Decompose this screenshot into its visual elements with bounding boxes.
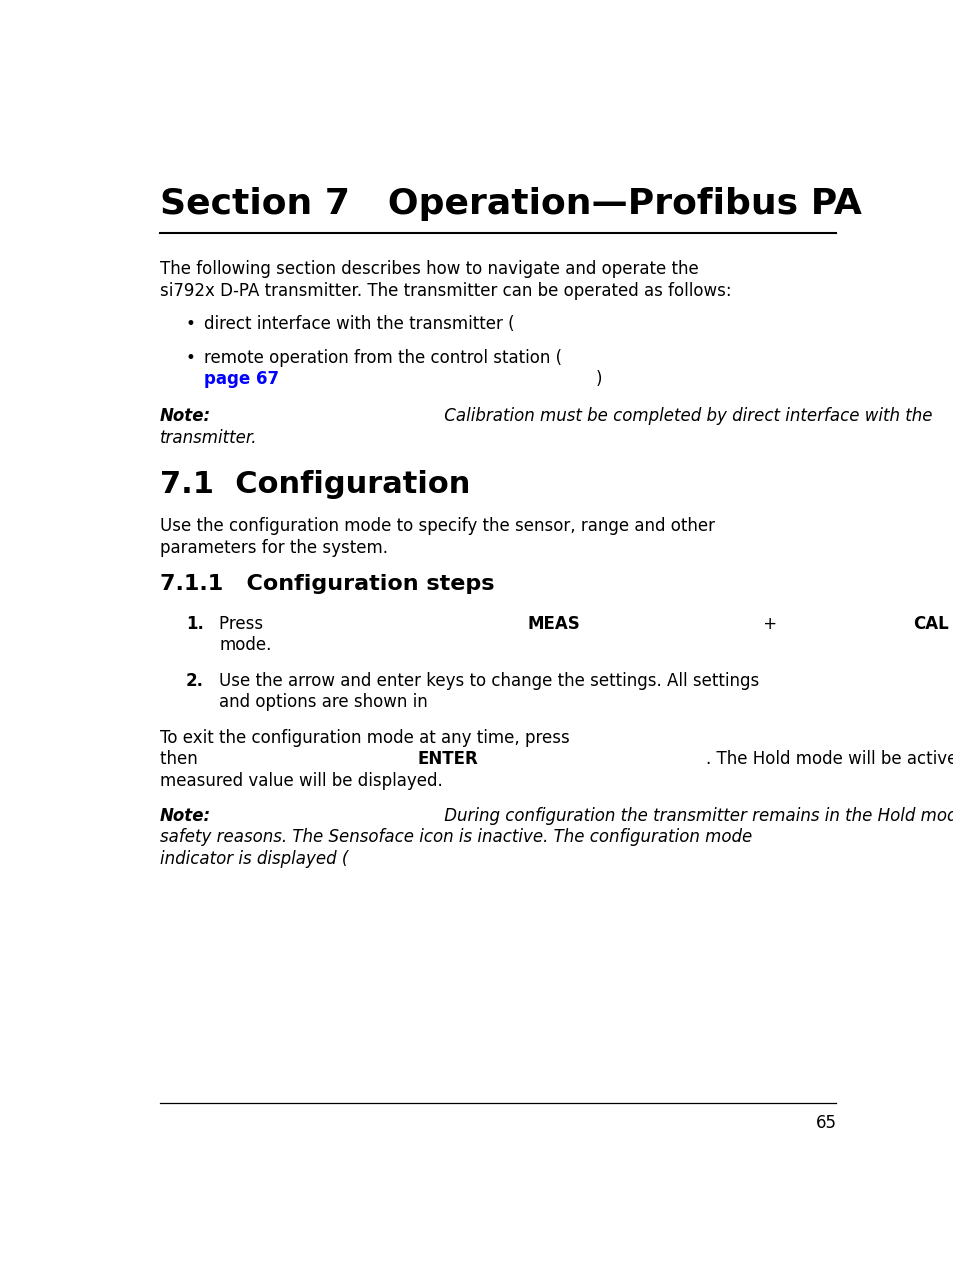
Text: transmitter.: transmitter. [160,429,257,446]
Text: Calibration must be completed by direct interface with the: Calibration must be completed by direct … [439,407,932,425]
Text: To exit the configuration mode at any time, press: To exit the configuration mode at any ti… [160,729,575,747]
Text: ENTER: ENTER [416,750,477,768]
Text: 7.1.1   Configuration steps: 7.1.1 Configuration steps [160,574,494,594]
Text: Press: Press [219,614,268,633]
Text: 2.: 2. [186,672,204,689]
Text: si792x D-PA transmitter. The transmitter can be operated as follows:: si792x D-PA transmitter. The transmitter… [160,282,731,300]
Text: Note:: Note: [160,407,211,425]
Text: direct interface with the transmitter (: direct interface with the transmitter ( [204,315,515,333]
Text: 1.: 1. [186,614,203,633]
Text: . The Hold mode will be active for 20 seconds and then the: . The Hold mode will be active for 20 se… [705,750,953,768]
Text: safety reasons. The Sensoface icon is inactive. The configuration mode: safety reasons. The Sensoface icon is in… [160,828,751,846]
Text: 65: 65 [815,1114,836,1132]
Text: Note:: Note: [160,806,211,826]
Text: +: + [758,614,782,633]
Text: Section 7   Operation—Profibus PA: Section 7 Operation—Profibus PA [160,187,861,221]
Text: then: then [160,750,203,768]
Text: Use the configuration mode to specify the sensor, range and other: Use the configuration mode to specify th… [160,516,714,536]
Text: The following section describes how to navigate and operate the: The following section describes how to n… [160,261,698,279]
Text: MEAS: MEAS [527,614,580,633]
Text: During configuration the transmitter remains in the Hold mode for: During configuration the transmitter rem… [439,806,953,826]
Text: measured value will be displayed.: measured value will be displayed. [160,772,442,790]
Text: ): ) [595,370,601,388]
Text: parameters for the system.: parameters for the system. [160,538,388,557]
Text: indicator is displayed (: indicator is displayed ( [160,850,348,868]
Text: page 67: page 67 [204,370,279,388]
Text: CAL: CAL [912,614,947,633]
Text: •: • [186,349,195,366]
Text: Use the arrow and enter keys to change the settings. All settings: Use the arrow and enter keys to change t… [219,672,759,689]
Text: mode.: mode. [219,636,272,655]
Text: and options are shown in: and options are shown in [219,693,433,711]
Text: 7.1  Configuration: 7.1 Configuration [160,469,470,499]
Text: •: • [186,315,195,333]
Text: remote operation from the control station (: remote operation from the control statio… [204,349,561,366]
